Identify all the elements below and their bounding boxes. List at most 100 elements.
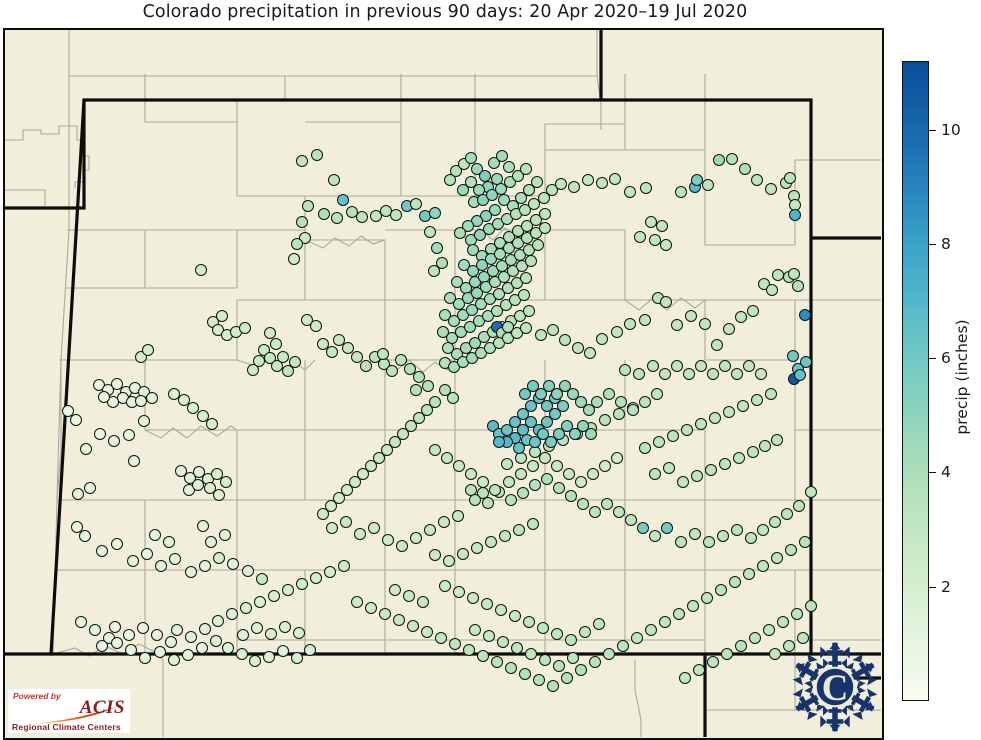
station-marker [563,468,575,480]
station-marker [799,536,811,548]
station-marker [695,418,707,430]
station-marker [438,516,450,528]
station-marker [551,628,563,640]
station-marker [529,436,541,448]
station-marker [351,596,363,608]
station-marker [687,600,699,612]
station-marker [771,552,783,564]
page-title: Colorado precipitation in previous 90 da… [142,2,748,22]
station-marker [389,584,401,596]
station-marker [715,584,727,596]
station-marker [547,680,559,692]
station-marker [222,642,234,654]
station-marker [429,549,441,561]
station-marker [551,460,563,472]
station-marker [417,596,429,608]
station-marker [569,428,581,440]
station-marker [182,649,194,661]
station-marker [163,536,175,548]
station-marker [239,322,251,334]
station-marker [465,468,477,480]
station-marker [765,183,777,195]
station-marker [757,524,769,536]
station-marker [457,184,469,196]
station-marker [365,460,377,472]
station-marker [739,163,751,175]
station-marker [107,396,119,408]
station-marker [701,592,713,604]
station-marker [211,468,223,480]
station-marker [237,629,249,641]
snowflake-logo-icon: C [789,641,881,733]
station-marker [382,534,394,546]
station-marker [477,650,489,662]
station-marker [169,553,181,565]
station-marker [370,210,382,222]
station-marker [62,405,74,417]
station-marker [755,368,767,380]
station-marker [553,482,565,494]
station-marker [792,280,804,292]
station-marker [624,318,636,330]
station-marker [667,430,679,442]
station-marker [747,305,759,317]
station-marker [491,656,503,668]
station-marker [240,602,252,614]
station-marker [561,672,573,684]
colorbar-tick-label: 10 [941,120,961,139]
station-marker [155,560,167,572]
station-marker [525,400,537,412]
station-marker [513,524,525,536]
station-marker [395,354,407,366]
station-marker [447,392,459,404]
station-marker [449,638,461,650]
station-marker [805,486,817,498]
station-marker [197,520,209,532]
colorbar-tick-label: 8 [941,234,951,253]
station-marker [431,242,443,254]
station-marker [213,489,225,501]
station-marker [365,602,377,614]
station-marker [123,429,135,441]
station-marker [220,476,232,488]
station-marker [737,400,749,412]
station-marker [185,566,197,578]
station-marker [523,305,535,317]
station-marker [196,642,208,654]
station-marker [619,364,631,376]
station-marker [304,644,316,656]
station-marker [681,424,693,436]
station-marker [555,178,567,190]
station-marker [452,510,464,522]
station-marker [517,487,529,499]
station-marker [735,311,747,323]
station-marker [84,482,96,494]
station-marker [653,436,665,448]
station-marker [381,444,393,456]
station-marker [519,388,531,400]
station-marker [611,452,623,464]
station-marker [679,672,691,684]
station-marker [528,198,540,210]
station-marker [721,648,733,660]
station-marker [317,508,329,520]
station-marker [731,524,743,536]
station-marker [393,614,405,626]
station-marker [154,646,166,658]
station-marker [601,498,613,510]
station-marker [691,174,703,186]
station-marker [509,610,521,622]
station-marker [639,442,651,454]
station-marker [625,514,637,526]
station-marker [537,622,549,634]
station-marker [673,608,685,620]
station-marker [771,434,783,446]
station-marker [397,428,409,440]
station-marker [539,452,551,464]
station-marker [206,418,218,430]
station-marker [441,452,453,464]
station-marker [631,632,643,644]
station-marker [264,327,276,339]
station-marker [591,396,603,408]
station-marker [318,208,330,220]
